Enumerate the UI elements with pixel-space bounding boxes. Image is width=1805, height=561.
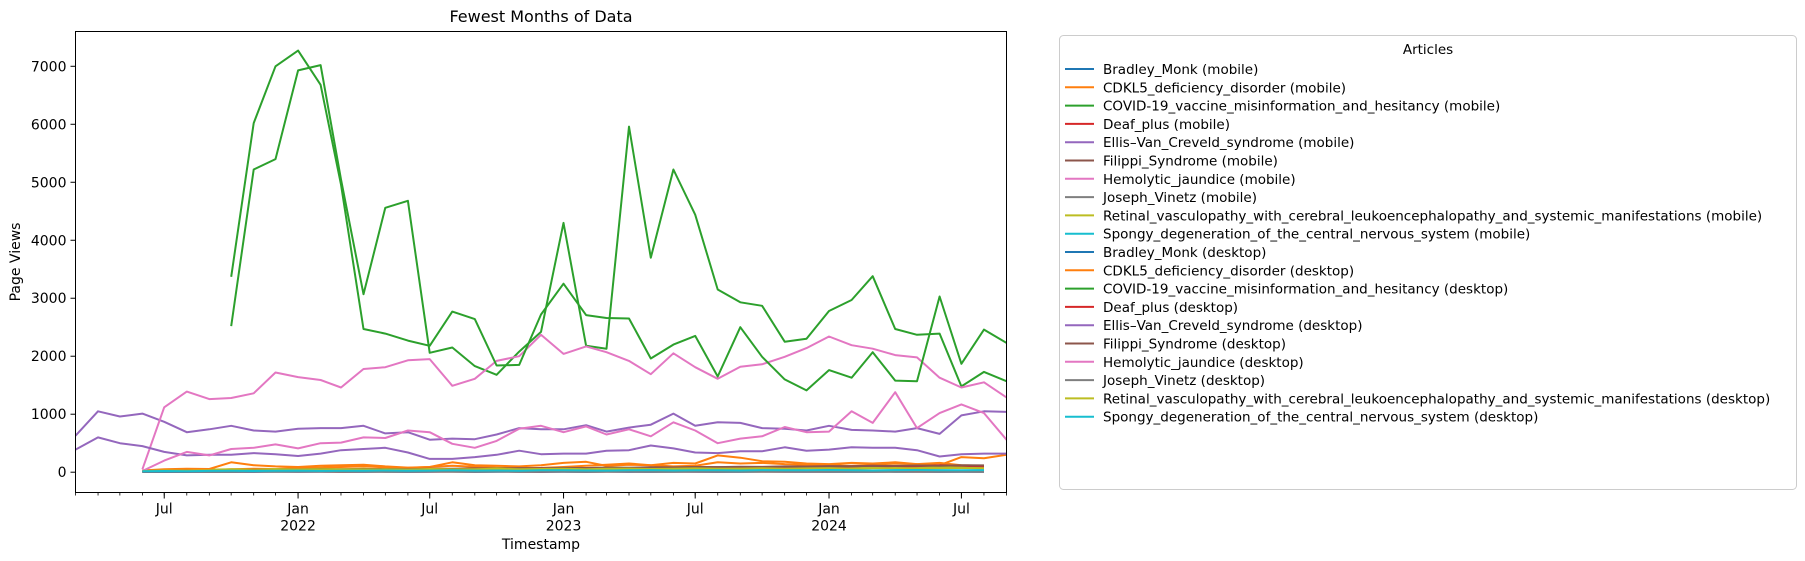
legend-entry: Ellis–Van_Creveld_syndrome (mobile) [1103,135,1354,151]
x-tick-label: Jul [686,502,704,518]
legend-entry: Hemolytic_jaundice (desktop) [1103,355,1304,371]
y-tick-label: 6000 [31,117,67,133]
legend-entry: CDKL5_deficiency_disorder (mobile) [1103,80,1346,96]
x-tick-label: Jul [155,502,173,518]
x-tick-year-label: 2022 [280,519,316,535]
series-line-12 [230,49,1007,392]
legend-items: Bradley_Monk (mobile) CDKL5_deficiency_di… [1065,62,1770,426]
legend-entry: Spongy_degeneration_of_the_central_nervo… [1103,227,1530,243]
y-tick-label: 5000 [31,175,67,191]
legend-entry: Ellis–Van_Creveld_syndrome (desktop) [1103,318,1362,334]
y-tick-label: 7000 [31,59,67,75]
series-line-16 [141,391,1007,472]
legend-entry: Deaf_plus (mobile) [1103,117,1230,133]
x-tick-label: Jan [286,502,309,518]
series-line-6 [141,333,1007,470]
x-tick-year-label: 2024 [811,519,847,535]
legend-entry: Joseph_Vinetz (mobile) [1102,190,1257,206]
legend-frame [1059,35,1797,490]
y-axis-label: Page Views [8,223,24,302]
y-tick-label: 2000 [31,349,67,365]
series-line-11 [142,453,1007,472]
series-layer [75,49,1007,473]
legend-entry: COVID-19_vaccine_misinformation_and_hesi… [1103,282,1508,298]
y-tick-label: 0 [58,465,67,481]
x-tick-year-label: 2023 [546,519,582,535]
legend-entry: Retinal_vasculopathy_with_cerebral_leuko… [1103,208,1762,224]
x-tick-label: Jul [952,502,970,518]
y-tick-label: 1000 [31,407,67,423]
legend-entry: COVID-19_vaccine_misinformation_and_hesi… [1103,99,1500,115]
legend-entry: Spongy_degeneration_of_the_central_nervo… [1103,410,1538,426]
plot-frame [75,31,1007,493]
y-tick-label: 3000 [31,291,67,307]
series-line-14 [75,436,1007,460]
x-tick-label: Jan [552,502,575,518]
chart-title: Fewest Months of Data [449,7,632,26]
series-line-19 [142,469,985,473]
legend-entry: Bradley_Monk (desktop) [1103,245,1266,261]
legend-entry: Deaf_plus (desktop) [1103,300,1238,316]
legend-entry: CDKL5_deficiency_disorder (desktop) [1103,263,1354,279]
legend-entry: Filippi_Syndrome (mobile) [1103,154,1278,170]
x-tick-label: Jul [420,502,438,518]
y-axis: 0 1000 2000 3000 4000 5000 6000 7000 [31,59,76,481]
legend-entry: Joseph_Vinetz (desktop) [1102,373,1265,389]
series-line-4 [75,410,1007,441]
legend-entry: Hemolytic_jaundice (mobile) [1103,172,1296,188]
legend-title: Articles [1403,42,1453,58]
legend-entry: Filippi_Syndrome (desktop) [1103,337,1286,353]
x-axis-label: Timestamp [501,537,580,553]
y-tick-label: 4000 [31,233,67,249]
series-line-2 [230,64,1007,388]
legend-entry: Retinal_vasculopathy_with_cerebral_leuko… [1103,391,1770,407]
legend-entry: Bradley_Monk (mobile) [1103,62,1258,78]
x-tick-label: Jan [817,502,840,518]
legend: Articles Bradley_Monk (mobile) CDKL5_defi… [1059,35,1797,490]
